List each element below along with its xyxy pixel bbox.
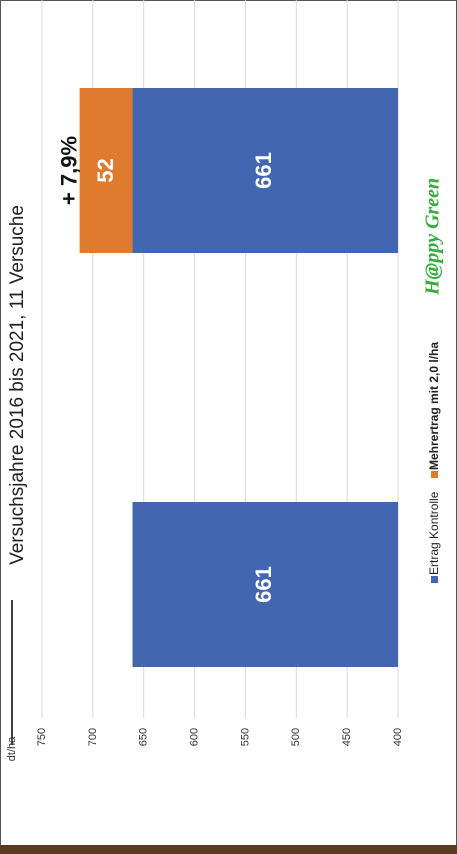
legend-swatch xyxy=(431,576,438,583)
legend-label: Mehrertrag mit 2,0 l/ha xyxy=(427,342,441,470)
bar xyxy=(132,88,398,253)
y-axis-label: dt/ha xyxy=(6,736,18,761)
y-tick-label: 600 xyxy=(188,728,200,746)
data-label: 661 xyxy=(251,566,276,603)
y-tick-label: 750 xyxy=(36,728,48,746)
bar xyxy=(132,502,398,667)
y-tick-label: 450 xyxy=(341,728,353,746)
chart-title: Versuchsjahre 2016 bis 2021, 11 Versuche xyxy=(7,205,28,565)
legend-label: Ertrag Kontrolle xyxy=(427,491,441,575)
bar xyxy=(79,88,133,253)
y-tick-label: 500 xyxy=(290,728,302,746)
y-tick-label: 700 xyxy=(87,728,99,746)
y-tick-label: 650 xyxy=(138,728,150,746)
data-label: 52 xyxy=(93,158,118,182)
logo: H@ppy Green xyxy=(422,178,444,296)
y-tick-label: 400 xyxy=(392,728,404,746)
data-label: 661 xyxy=(251,152,276,189)
rotated-plot: Versuchsjahre 2016 bis 2021, 11 Versuche… xyxy=(6,0,444,761)
annotation: + 7,9% xyxy=(56,136,81,205)
bottom-band xyxy=(0,845,457,854)
legend-swatch xyxy=(431,471,438,478)
y-tick-label: 550 xyxy=(239,728,251,746)
